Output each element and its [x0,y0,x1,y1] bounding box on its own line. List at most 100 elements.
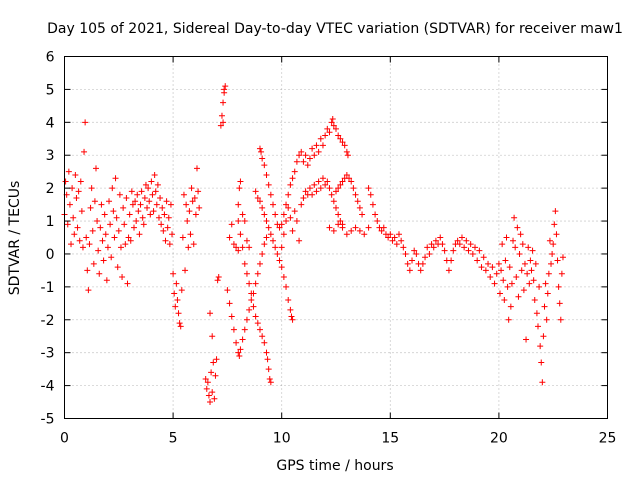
data-point [115,227,122,234]
data-point [270,201,277,208]
data-point [400,244,407,251]
data-point [545,270,552,277]
data-point [395,231,402,238]
data-point [343,171,350,178]
data-point [493,270,500,277]
data-point [557,316,564,323]
data-point [293,218,300,225]
data-point [193,165,200,172]
data-point [85,287,92,294]
data-point [317,185,324,192]
data-point [164,224,171,231]
data-point [298,201,305,208]
data-point [450,247,457,254]
data-point [91,198,98,205]
data-point [110,208,117,215]
data-point [469,250,476,257]
data-point [287,181,294,188]
data-point [298,148,305,155]
y-tick-label: 4 [46,115,55,131]
data-point [221,86,228,93]
data-point [419,260,426,267]
data-point [228,221,235,228]
data-point [409,257,416,264]
data-point [209,333,216,340]
data-point [86,241,93,248]
data-point [122,241,129,248]
data-point [100,257,107,264]
data-point [518,267,525,274]
data-point [203,385,210,392]
data-point [161,211,168,218]
data-point [72,171,79,178]
data-point [258,148,265,155]
data-point [116,191,123,198]
data-point [456,241,463,248]
data-point [131,224,138,231]
data-point [508,280,515,287]
data-point [142,181,149,188]
data-point [123,195,130,202]
data-point [112,175,119,182]
data-point [341,142,348,149]
data-point [186,208,193,215]
data-point [445,267,452,274]
data-point [149,191,156,198]
data-point [82,119,89,126]
data-point [306,155,313,162]
data-point [204,379,211,386]
data-point [141,195,148,202]
data-point [136,231,143,238]
data-point [96,270,103,277]
data-point [528,267,535,274]
data-point [256,145,263,152]
data-point [207,399,214,406]
data-point [343,148,350,155]
data-point [182,267,189,274]
data-point [235,218,242,225]
data-point [317,135,324,142]
data-point [254,195,261,202]
data-point [233,244,240,251]
data-point [127,237,134,244]
data-point [65,168,72,175]
x-tick-label: 25 [599,431,617,447]
y-tick-label: -1 [41,280,55,296]
data-point [108,254,115,261]
data-point [315,148,322,155]
data-point [302,188,309,195]
data-point [437,234,444,241]
data-point [101,211,108,218]
data-point [121,221,128,228]
data-point [246,244,253,251]
data-point [291,168,298,175]
data-point [287,214,294,221]
data-point [534,323,541,330]
data-point [128,188,135,195]
data-point [335,185,342,192]
data-point [315,178,322,185]
data-point [516,250,523,257]
data-point [239,336,246,343]
data-point [103,277,110,284]
data-point [339,224,346,231]
data-point [210,359,217,366]
data-point [74,224,81,231]
data-point [285,191,292,198]
data-point [214,277,221,284]
data-point [266,376,273,383]
data-point [524,270,531,277]
data-point [541,303,548,310]
data-point [102,231,109,238]
data-point [88,185,95,192]
data-point [280,211,287,218]
data-point [92,165,99,172]
data-point [278,221,285,228]
data-point [158,221,165,228]
data-point [160,227,167,234]
data-point [413,250,420,257]
data-point [191,195,198,202]
data-point [218,112,225,119]
data-point [212,372,219,379]
data-point [354,198,361,205]
